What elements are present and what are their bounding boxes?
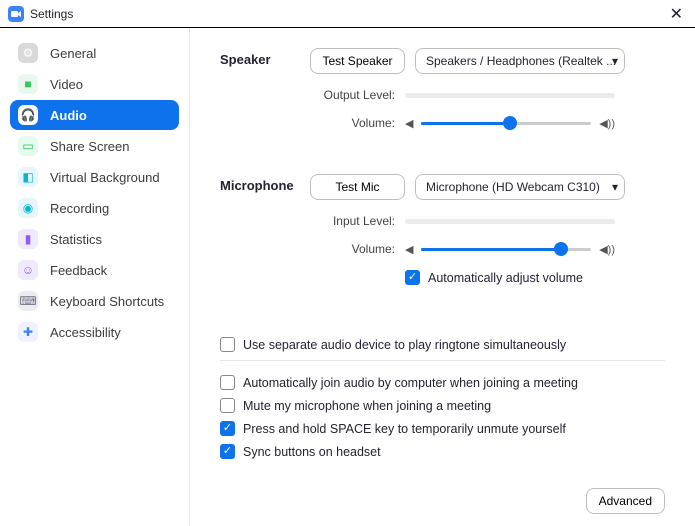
output-level-label: Output Level: [310, 88, 395, 102]
volume-low-icon: ◀ [405, 243, 413, 256]
test-speaker-button[interactable]: Test Speaker [310, 48, 405, 74]
advanced-button[interactable]: Advanced [586, 488, 665, 514]
sidebar-item-label: Feedback [50, 263, 107, 278]
speaker-volume-slider[interactable]: ◀ ◀)) [405, 117, 615, 130]
sidebar-item-general[interactable]: ⚙ General [10, 38, 179, 68]
sidebar-item-label: Statistics [50, 232, 102, 247]
checkbox-label: Automatically join audio by computer whe… [243, 376, 578, 390]
general-icon: ⚙ [18, 43, 38, 63]
sidebar-item-label: Share Screen [50, 139, 130, 154]
sidebar-item-label: Virtual Background [50, 170, 160, 185]
speaker-volume-label: Volume: [310, 116, 395, 130]
sidebar-item-label: Accessibility [50, 325, 121, 340]
keyboard-shortcuts-icon: ⌨ [18, 291, 38, 311]
mic-input-level [405, 219, 615, 224]
microphone-heading: Microphone [220, 174, 310, 307]
checkbox[interactable] [220, 398, 235, 413]
auto-adjust-checkbox-row[interactable]: Automatically adjust volume [405, 270, 583, 285]
audio-icon: 🎧 [18, 105, 38, 125]
chevron-down-icon: ▾ [612, 180, 618, 194]
speaker-section: Speaker Test Speaker Speakers / Headphon… [220, 48, 665, 144]
close-icon[interactable]: ✕ [666, 4, 687, 24]
sync-headset-checkbox-row[interactable]: Sync buttons on headset [220, 444, 665, 459]
sidebar-item-label: General [50, 46, 96, 61]
statistics-icon: ▮ [18, 229, 38, 249]
microphone-section: Microphone Test Mic Microphone (HD Webca… [220, 174, 665, 307]
speaker-device-select[interactable]: Speakers / Headphones (Realtek ... ▾ [415, 48, 625, 74]
video-icon: ■ [18, 74, 38, 94]
sidebar-item-feedback[interactable]: ☺ Feedback [10, 255, 179, 285]
sidebar-item-accessibility[interactable]: ✚ Accessibility [10, 317, 179, 347]
divider [220, 360, 665, 361]
mic-device-value: Microphone (HD Webcam C310) [426, 180, 600, 194]
window-title: Settings [30, 7, 73, 21]
sidebar-item-label: Video [50, 77, 83, 92]
volume-high-icon: ◀)) [599, 243, 615, 256]
sidebar-item-label: Recording [50, 201, 109, 216]
sidebar-item-statistics[interactable]: ▮ Statistics [10, 224, 179, 254]
virtual-background-icon: ◧ [18, 167, 38, 187]
checkbox[interactable] [220, 421, 235, 436]
checkbox-label: Use separate audio device to play ringto… [243, 338, 566, 352]
sidebar-item-label: Audio [50, 108, 87, 123]
checkbox[interactable] [220, 444, 235, 459]
auto-adjust-checkbox[interactable] [405, 270, 420, 285]
mic-device-select[interactable]: Microphone (HD Webcam C310) ▾ [415, 174, 625, 200]
ringtone-checkbox-row[interactable]: Use separate audio device to play ringto… [220, 337, 665, 352]
sidebar-item-keyboard-shortcuts[interactable]: ⌨ Keyboard Shortcuts [10, 286, 179, 316]
volume-low-icon: ◀ [405, 117, 413, 130]
mic-volume-slider[interactable]: ◀ ◀)) [405, 243, 615, 256]
titlebar: Settings ✕ [0, 0, 695, 28]
checkbox[interactable] [220, 375, 235, 390]
test-mic-button[interactable]: Test Mic [310, 174, 405, 200]
app-icon [8, 6, 24, 22]
speaker-output-level [405, 93, 615, 98]
mute-on-join-checkbox-row[interactable]: Mute my microphone when joining a meetin… [220, 398, 665, 413]
checkbox-label: Mute my microphone when joining a meetin… [243, 399, 491, 413]
accessibility-icon: ✚ [18, 322, 38, 342]
space-unmute-checkbox-row[interactable]: Press and hold SPACE key to temporarily … [220, 421, 665, 436]
speaker-device-value: Speakers / Headphones (Realtek ... [426, 54, 616, 68]
input-level-label: Input Level: [310, 214, 395, 228]
sidebar-item-share-screen[interactable]: ▭ Share Screen [10, 131, 179, 161]
checkbox-label: Press and hold SPACE key to temporarily … [243, 422, 566, 436]
share-screen-icon: ▭ [18, 136, 38, 156]
sidebar-item-virtual-background[interactable]: ◧ Virtual Background [10, 162, 179, 192]
auto-adjust-label: Automatically adjust volume [428, 271, 583, 285]
sidebar-item-recording[interactable]: ◉ Recording [10, 193, 179, 223]
sidebar-item-video[interactable]: ■ Video [10, 69, 179, 99]
sidebar-item-audio[interactable]: 🎧 Audio [10, 100, 179, 130]
volume-high-icon: ◀)) [599, 117, 615, 130]
recording-icon: ◉ [18, 198, 38, 218]
speaker-heading: Speaker [220, 48, 310, 144]
auto-join-checkbox-row[interactable]: Automatically join audio by computer whe… [220, 375, 665, 390]
sidebar: ⚙ General ■ Video 🎧 Audio ▭ Share Screen ◧ Virtua… [0, 28, 190, 526]
settings-content: Speaker Test Speaker Speakers / Headphon… [190, 28, 695, 526]
checkbox[interactable] [220, 337, 235, 352]
mic-volume-label: Volume: [310, 242, 395, 256]
checkbox-label: Sync buttons on headset [243, 445, 381, 459]
chevron-down-icon: ▾ [612, 54, 618, 68]
sidebar-item-label: Keyboard Shortcuts [50, 294, 164, 309]
feedback-icon: ☺ [18, 260, 38, 280]
